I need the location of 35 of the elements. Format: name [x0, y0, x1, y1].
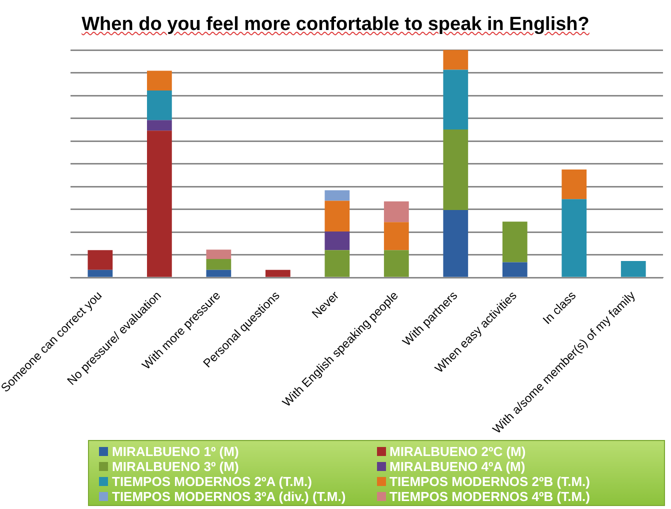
bar	[324, 231, 350, 250]
legend-label: TIEMPOS MODERNOS 3ºA (div.) (T.M.)	[111, 489, 347, 504]
bar	[146, 130, 172, 277]
chart-title: When do you feel more confortable to speak in English?	[80, 13, 590, 37]
legend-label: MIRALBUENO 3º (M)	[111, 459, 240, 474]
bar	[206, 270, 232, 277]
bar	[502, 222, 528, 262]
bar	[146, 90, 172, 120]
bar	[324, 250, 350, 277]
bar	[206, 250, 232, 260]
bar	[384, 222, 409, 250]
bar	[88, 270, 113, 277]
legend-label: MIRALBUENO 4ºA (M)	[388, 459, 526, 474]
bar	[324, 200, 350, 232]
legend-label: MIRALBUENO 2ºC (M)	[388, 444, 527, 459]
bar	[443, 70, 468, 130]
legend-label: TIEMPOS MODERNOS 4ºB (T.M.)	[388, 489, 591, 504]
legend-label: TIEMPOS MODERNOS 2ºB (T.M.)	[388, 474, 591, 489]
bar	[146, 120, 172, 131]
bar	[443, 129, 468, 210]
bar	[562, 199, 587, 277]
bar	[443, 50, 468, 70]
bar	[146, 70, 172, 91]
bar	[384, 250, 409, 277]
bar	[562, 170, 587, 200]
bar	[502, 262, 528, 277]
bar	[324, 190, 350, 201]
bar	[206, 259, 232, 270]
legend-label: TIEMPOS MODERNOS 2ºA (T.M.)	[111, 474, 313, 489]
bar	[620, 261, 646, 277]
legend-label: MIRALBUENO 1º (M)	[111, 444, 240, 459]
bar	[88, 250, 113, 270]
bar	[443, 210, 468, 277]
bar	[265, 270, 290, 277]
bar	[384, 201, 409, 222]
